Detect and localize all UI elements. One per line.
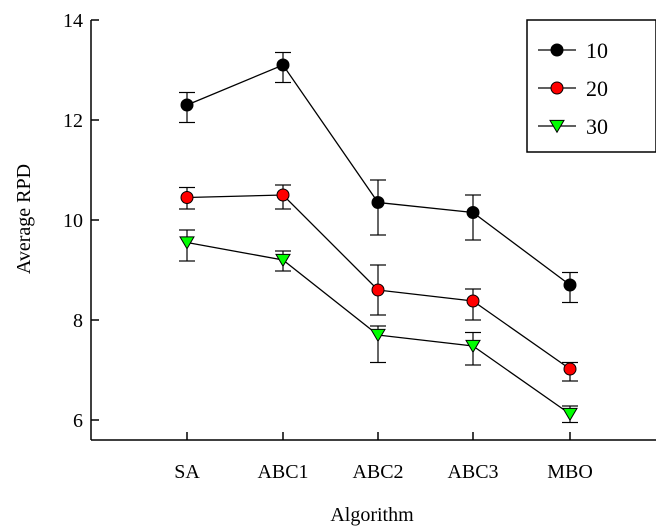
data-point-10 — [563, 278, 577, 292]
y-tick-label: 10 — [63, 210, 83, 232]
y-axis-title: Average RPD — [13, 164, 35, 274]
data-point-20 — [466, 294, 480, 308]
data-point-20 — [563, 362, 577, 376]
x-tick-label: ABC2 — [352, 461, 403, 483]
x-tick-label: MBO — [547, 461, 593, 483]
data-point-30 — [370, 328, 386, 343]
data-point-10 — [466, 206, 480, 219]
x-axis-title: Algorithm — [330, 504, 414, 526]
data-point-20 — [371, 283, 385, 297]
x-tick-label: ABC3 — [447, 461, 498, 483]
legend-marker-30 — [549, 119, 565, 134]
legend-label: 10 — [586, 38, 608, 63]
plot-area: 6 8 10 12 14 SA ABC1 ABC2 ABC3 MBO — [63, 10, 656, 483]
legend-label: 30 — [586, 114, 608, 139]
x-tick-label: SA — [174, 461, 200, 483]
legend-label: 20 — [586, 76, 608, 101]
data-point-20 — [276, 188, 290, 202]
data-point-10 — [276, 58, 290, 72]
data-point-30 — [179, 236, 195, 250]
legend-marker-20 — [550, 81, 564, 95]
data-point-20 — [180, 191, 194, 204]
data-point-30 — [275, 253, 291, 268]
legend: 10 20 30 — [526, 19, 656, 153]
data-point-30 — [465, 339, 481, 354]
x-tick-label: ABC1 — [257, 461, 308, 483]
y-tick-label: 6 — [73, 410, 83, 432]
y-tick-label: 12 — [63, 110, 83, 132]
data-point-10 — [180, 98, 194, 112]
legend-box — [526, 19, 656, 153]
y-tick-label: 8 — [73, 310, 83, 332]
series-line-10 — [186, 64, 571, 286]
data-point-10 — [371, 196, 385, 209]
legend-marker-10 — [550, 43, 564, 57]
y-tick-label: 14 — [63, 10, 83, 32]
data-point-30 — [562, 407, 578, 422]
